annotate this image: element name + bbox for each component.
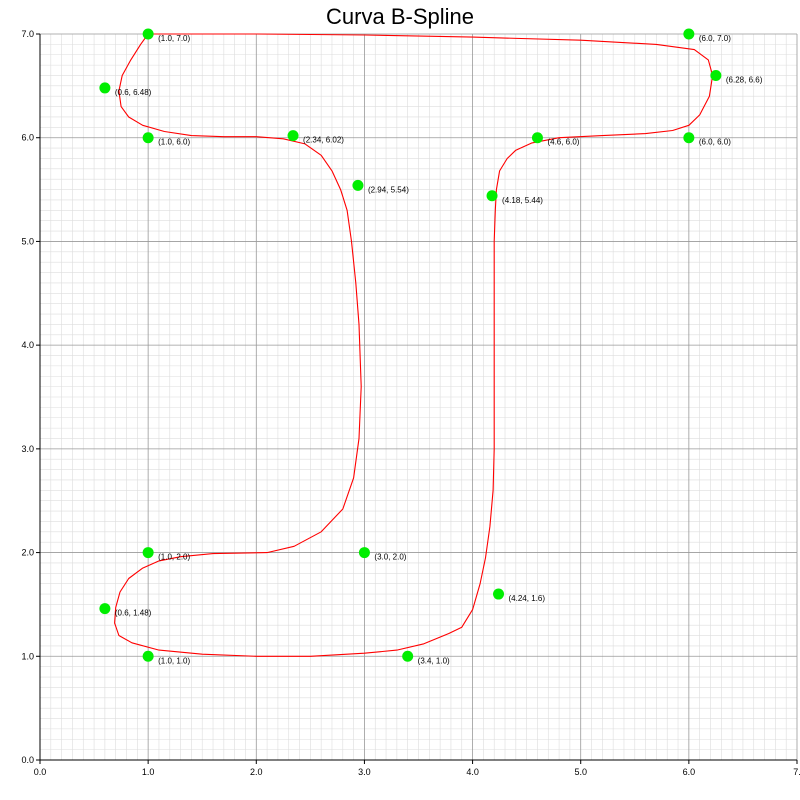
- y-tick-label: 7.0: [21, 29, 34, 39]
- y-tick-label: 0.0: [21, 755, 34, 765]
- y-tick-label: 4.0: [21, 340, 34, 350]
- x-tick-label: 2.0: [250, 767, 263, 777]
- control-point-label: (4.18, 5.44): [502, 196, 543, 205]
- y-tick-label: 2.0: [21, 548, 34, 558]
- control-point-label: (3.4, 1.0): [418, 656, 450, 665]
- control-point: [683, 28, 695, 40]
- control-point-label: (2.34, 6.02): [303, 136, 344, 145]
- chart-title: Curva B-Spline: [326, 4, 474, 29]
- x-tick-label: 0.0: [34, 767, 47, 777]
- control-point: [531, 132, 543, 144]
- control-point-label: (1.0, 7.0): [158, 34, 190, 43]
- control-point: [486, 190, 498, 202]
- control-point-label: (6.0, 6.0): [699, 138, 731, 147]
- major-grid: [40, 33, 798, 760]
- x-tick-label: 1.0: [142, 767, 155, 777]
- x-tick-label: 5.0: [574, 767, 587, 777]
- y-tick-label: 1.0: [21, 651, 34, 661]
- control-point: [142, 650, 154, 662]
- control-point-label: (1.0, 2.0): [158, 553, 190, 562]
- control-point-label: (0.6, 1.48): [115, 609, 152, 618]
- control-point-label: (6.0, 7.0): [699, 34, 731, 43]
- control-point: [142, 28, 154, 40]
- control-point: [287, 130, 299, 142]
- control-point-label: (1.0, 6.0): [158, 138, 190, 147]
- control-point: [99, 603, 111, 615]
- control-point-label: (4.6, 6.0): [547, 138, 579, 147]
- control-point-label: (4.24, 1.6): [509, 594, 546, 603]
- control-points: (1.0, 7.0) (6.0, 7.0) (0.6, 6.48) (6.28, 6.…: [99, 28, 763, 665]
- x-tick-label: 3.0: [358, 767, 371, 777]
- control-point: [142, 132, 154, 144]
- control-point-label: (0.6, 6.48): [115, 88, 152, 97]
- control-point: [358, 547, 370, 559]
- curve-layer: [114, 33, 714, 657]
- axes: [36, 33, 798, 764]
- control-point: [352, 179, 364, 191]
- x-tick-label: 6.0: [683, 767, 696, 777]
- control-point-label: (2.94, 5.54): [368, 185, 409, 194]
- control-point: [142, 547, 154, 559]
- control-point: [493, 588, 505, 600]
- y-tick-labels: 0.0 1.0 2.0 3.0 4.0 5.0 6.0 7.0: [21, 29, 34, 765]
- control-point: [99, 82, 111, 94]
- x-tick-labels: 0.0 1.0 2.0 3.0 4.0 5.0 6.0 7.: [34, 767, 800, 777]
- y-tick-label: 3.0: [21, 444, 34, 454]
- y-tick-label: 5.0: [21, 236, 34, 246]
- control-point-label: (6.28, 6.6): [726, 75, 763, 84]
- control-point: [710, 69, 722, 81]
- bspline-curve: [114, 33, 714, 657]
- control-point-label: (1.0, 1.0): [158, 656, 190, 665]
- control-point: [683, 132, 695, 144]
- control-point: [402, 650, 414, 662]
- y-tick-label: 6.0: [21, 133, 34, 143]
- x-tick-label: 7.: [793, 767, 800, 777]
- x-tick-label: 4.0: [466, 767, 479, 777]
- control-point-label: (3.0, 2.0): [374, 553, 406, 562]
